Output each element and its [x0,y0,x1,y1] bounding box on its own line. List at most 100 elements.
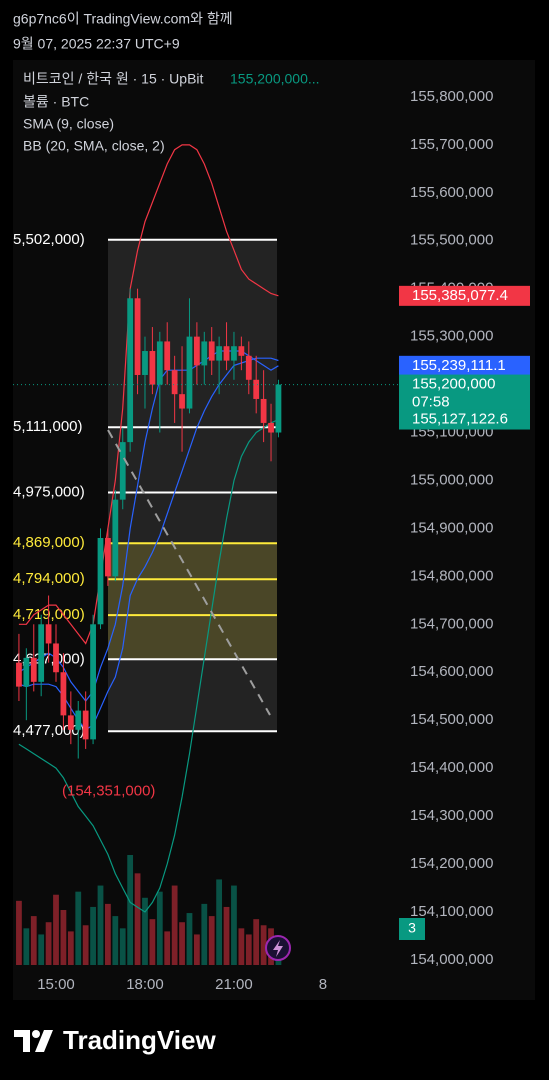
volume-bar [245,934,252,965]
fib-label: 5,111,000) [13,418,83,435]
badge-bg [399,918,425,940]
candle-body [75,710,82,730]
volume-bar [179,922,185,965]
badge: 3 [408,920,416,936]
y-tick-label: 154,200,000 [410,855,493,872]
candle-body [268,422,274,433]
volume-bar [193,934,200,965]
y-tick-label: 154,900,000 [410,519,493,536]
candle-body [164,341,171,371]
countdown: 07:58 [412,394,450,411]
title: g6p7nc6이 TradingView.com와 함께 [13,11,233,27]
volume-bar [253,919,260,965]
volume-bar [90,906,96,965]
candle-body [245,355,252,380]
candle-body [67,715,74,730]
legend-volume: 볼륨 · BTC [23,94,89,110]
candle-body [223,346,230,361]
x-tick-label: 18:00 [126,976,164,993]
volume-bar [75,891,82,965]
candle-body [186,336,193,409]
volume-bar [45,922,52,965]
candle-body [112,499,119,577]
volume-bar [38,934,45,965]
price-tag-label: 155,127,122.6 [412,410,508,427]
volume-bar [134,873,141,965]
volume-bar [112,916,119,965]
volume-bar [216,879,223,965]
y-tick-label: 154,500,000 [410,711,493,728]
candle-body [179,394,185,409]
price-tag-label: 155,200,000 [412,376,495,393]
volume-bar [60,910,67,965]
candle-body [90,624,96,740]
volume-bar [97,885,104,965]
fib-label: 4,794,000) [13,570,85,587]
y-tick-label: 155,800,000 [410,88,493,105]
annotation: (154,351,000) [62,783,155,800]
volume-bar [208,916,215,965]
price-tag [399,374,530,413]
volume-bar [119,928,126,965]
volume-bar [238,928,245,965]
candle-body [193,336,200,366]
candle-body [134,298,141,375]
y-tick-label: 154,000,000 [410,951,493,968]
trend-line [107,429,271,716]
candle-body [216,346,223,361]
volume-bar [201,903,208,965]
y-tick-label: 154,400,000 [410,759,493,776]
bb-lower [18,418,279,913]
y-tick-label: 155,300,000 [410,328,493,345]
fib-zone-yellow [108,543,277,660]
price-tag [399,409,530,430]
candle-body [201,341,208,366]
y-tick-label: 155,700,000 [410,136,493,153]
y-tick-label: 155,600,000 [410,184,493,201]
candle-body [16,662,22,687]
candle-body [97,537,104,625]
logo-text: TradingView [63,1025,216,1055]
subtitle: 9월 07, 2025 22:37 UTC+9 [13,36,180,52]
volume-bar [23,928,30,965]
candle-body [238,346,245,356]
volume-bar [186,913,193,965]
bb-upper [18,144,279,645]
candle-body [53,643,59,673]
candle-body [208,341,215,361]
x-tick-label: 15:00 [37,976,75,993]
y-tick-label: 154,600,000 [410,663,493,680]
price-tag [399,355,530,376]
candle-body [45,624,52,644]
tv-logo: TradingView [14,1025,216,1055]
candle-body [260,398,267,423]
legend-symbol: 비트코인 / 한국 원 · 15 · UpBit [23,71,204,87]
fib-label: 4,477,000) [13,722,85,739]
volume-bar [105,903,111,965]
candle-body [105,537,111,577]
legend-price: 155,200,000... [230,71,320,87]
logo-part [35,1030,53,1052]
price-tag-label: 155,385,077.4 [412,287,508,304]
candle-body [156,341,163,385]
volume-bar [30,916,37,965]
candle-body [127,298,134,443]
logo-part [14,1030,30,1052]
candle-body [275,384,282,433]
candle-body [253,379,260,399]
volume-bar [231,885,237,965]
fib-label: 4,869,000) [13,534,85,551]
price-tag-label: 155,239,111.1 [412,357,506,374]
y-tick-label: 154,800,000 [410,567,493,584]
volume-bar [53,894,59,965]
x-tick-label: 8 [319,976,327,993]
volume-bar [142,897,148,965]
candle-body [119,442,126,500]
legend-sma: SMA (9, close) [23,116,114,132]
lightning-icon [273,940,283,957]
candle-body [38,624,45,682]
fib-label: 5,502,000) [13,231,85,248]
candle-body [60,672,67,716]
volume-bar [82,925,89,965]
